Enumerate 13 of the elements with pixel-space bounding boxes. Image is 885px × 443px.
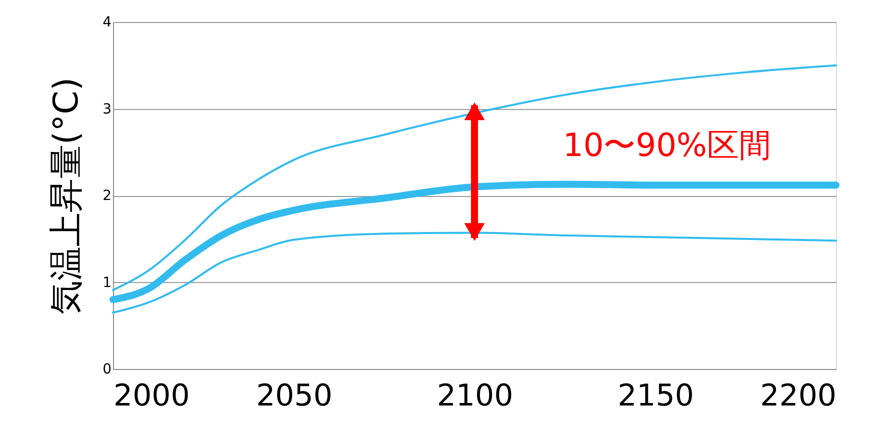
x-tick-label: 2200	[760, 378, 836, 414]
annotation: 10〜90%区間	[563, 126, 771, 164]
y-tick-label: 1	[102, 274, 112, 291]
y-tick-label: 0	[102, 362, 112, 378]
x-tick-label: 2100	[436, 378, 514, 414]
y-tick-label: 2	[102, 188, 112, 204]
x-tick-label: 2000	[114, 378, 190, 414]
x-tick-label: 2050	[256, 378, 332, 414]
y-tick-label: 4	[102, 14, 112, 30]
x-tick-label: 2150	[618, 378, 694, 414]
line-series	[112, 64, 837, 292]
y-axis-title: 気温上昇量(°C)	[46, 77, 87, 315]
y-tick-label: 3	[102, 101, 112, 118]
